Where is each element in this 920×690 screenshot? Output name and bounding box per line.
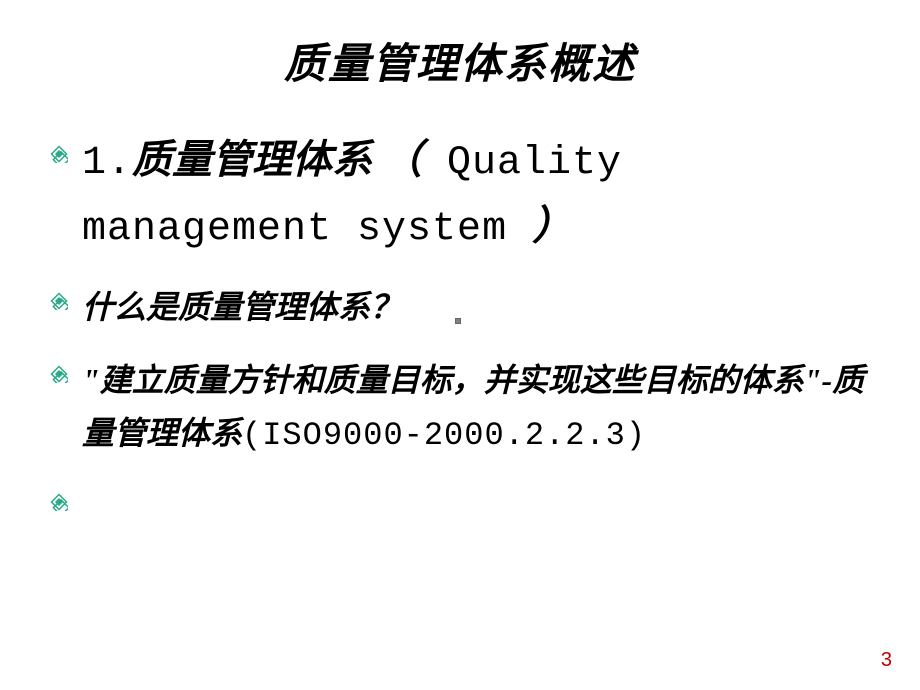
diamond-bullet-icon xyxy=(50,365,68,383)
slide-title: 质量管理体系概述 xyxy=(50,30,870,91)
list-item-text: "建立质量方针和质量目标，并实现这些目标的体系"-质量管理体系(ISO9000-… xyxy=(82,354,870,463)
list-item-text: 什么是质量管理体系？ xyxy=(82,281,870,334)
list-item xyxy=(50,482,870,511)
item-bold-text: 质量管理体系 （ xyxy=(132,137,422,182)
page-number: 3 xyxy=(881,649,892,672)
diamond-bullet-icon xyxy=(50,145,68,163)
center-marker xyxy=(455,318,461,324)
slide: 质量管理体系概述 1.质量管理体系 （ Quality management s… xyxy=(0,0,920,690)
diamond-bullet-icon xyxy=(50,493,68,511)
item-mono-text: (ISO9000-2000.2.2.3) xyxy=(242,417,646,454)
list-item: 1.质量管理体系 （ Quality management system ） xyxy=(50,129,870,261)
list-item: 什么是质量管理体系？ xyxy=(50,281,870,334)
list-item: "建立质量方针和质量目标，并实现这些目标的体系"-质量管理体系(ISO9000-… xyxy=(50,354,870,463)
list-item-text: 1.质量管理体系 （ Quality management system ） xyxy=(82,129,870,261)
diamond-bullet-icon xyxy=(50,292,68,310)
item-suffix: ） xyxy=(532,203,572,248)
item-bold-text: 什么是质量管理体系？ xyxy=(82,289,402,325)
item-prefix: 1. xyxy=(82,141,132,186)
